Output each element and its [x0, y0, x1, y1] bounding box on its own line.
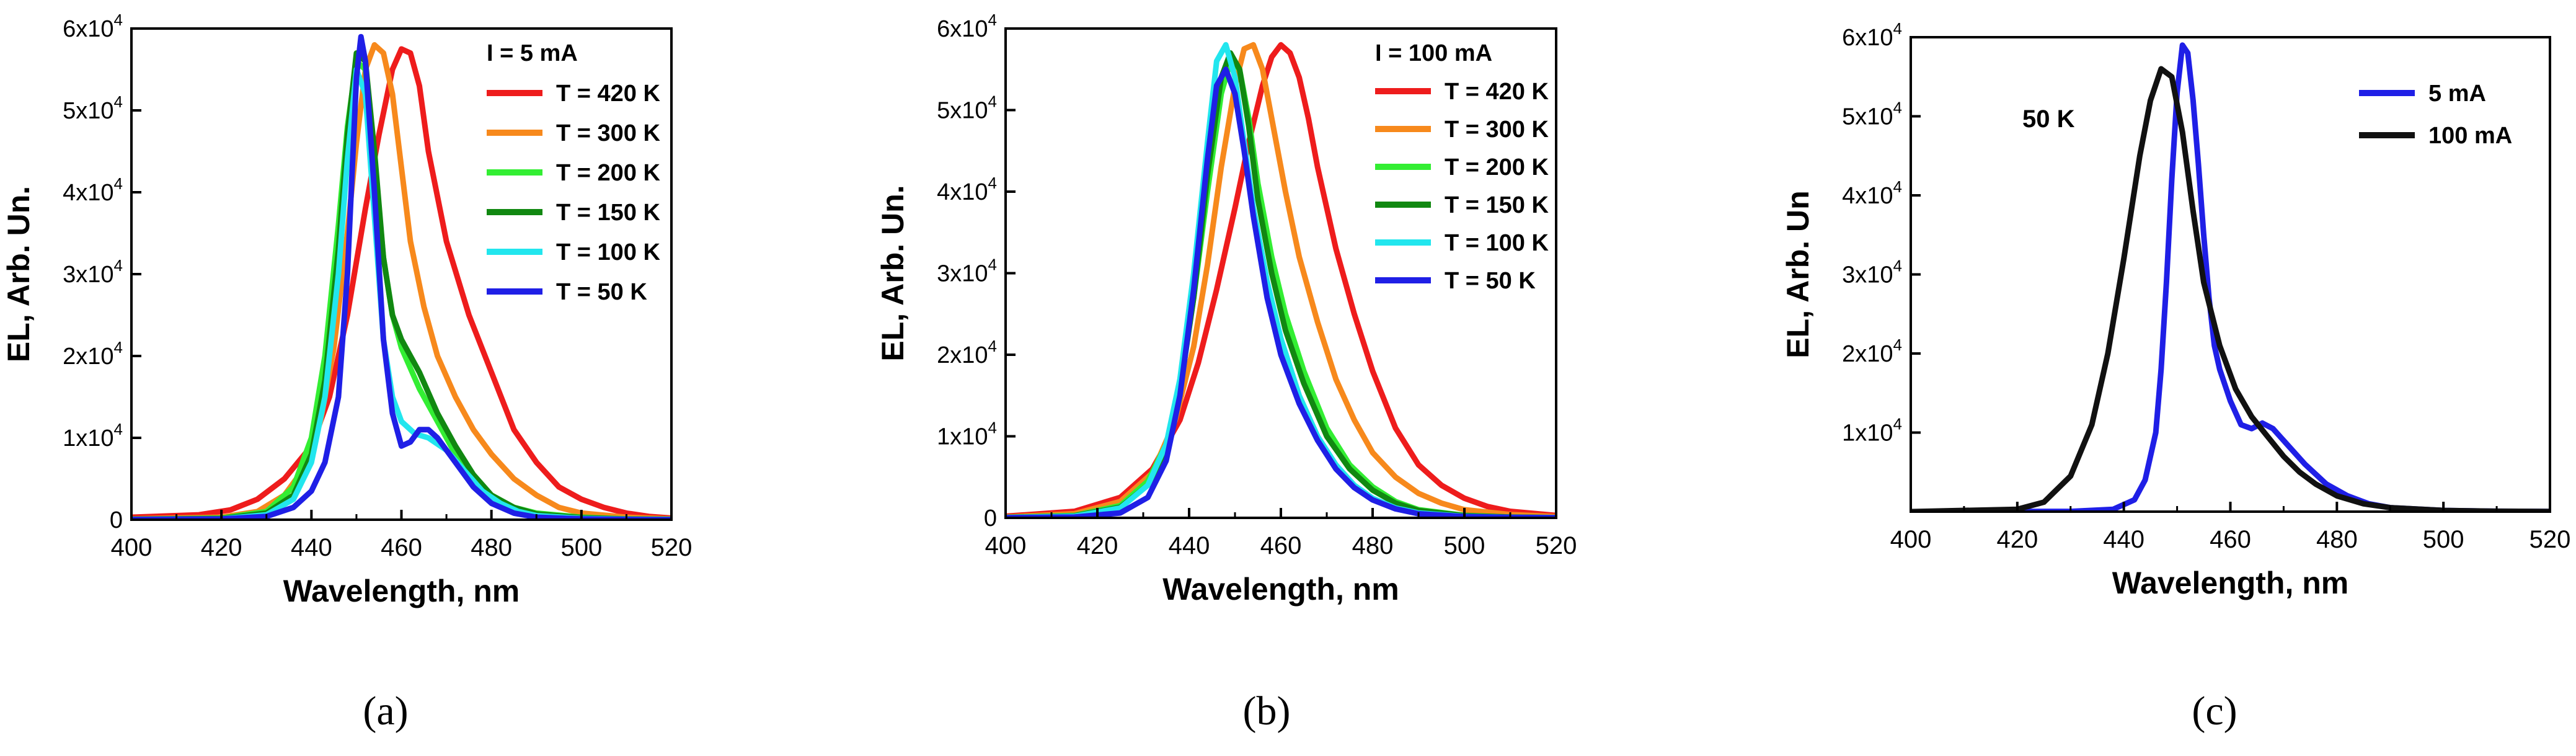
y-tick-label: 1x104 [937, 419, 997, 450]
y-tick-label: 3x104 [1842, 257, 1902, 288]
legend-title: I = 100 mA [1375, 40, 1492, 66]
y-axis-label: EL, Arb. Un. [1, 186, 36, 362]
y-tick-label: 5x104 [937, 92, 997, 124]
y-tick-label: 1x104 [63, 420, 123, 451]
legend-label: T = 300 K [556, 120, 660, 146]
x-tick-label: 420 [201, 534, 242, 561]
legend-label: T = 50 K [1445, 268, 1536, 294]
legend-label: T = 200 K [556, 160, 660, 186]
y-tick-label: 3x104 [63, 256, 123, 288]
annotation-text: 50 K [2022, 105, 2075, 133]
legend-label: T = 150 K [1445, 192, 1549, 218]
x-tick-label: 440 [2103, 526, 2144, 553]
panel-a: 400 420 440 460 480 500 520 0 1x104 2x104 3x104 4x1… [1, 11, 692, 608]
y-tick-label: 4x104 [63, 174, 123, 206]
series-line-t-50-k [131, 33, 671, 520]
y-tick-label: 6x104 [63, 11, 123, 42]
x-tick-label: 420 [1996, 526, 2038, 553]
y-tick-label: 3x104 [937, 256, 997, 287]
series-line-100-ma [1911, 66, 2550, 512]
panel-c: 400 420 440 460 480 500 520 1x104 2x104 3x104 4x10… [1781, 19, 2570, 600]
x-tick-label: 480 [471, 534, 512, 561]
series-line-t-420-k [131, 46, 671, 520]
y-axis-label: EL, Arb. Un [1781, 190, 1815, 358]
x-tick-label: 480 [1352, 532, 1394, 559]
y-tick-label: 4x104 [937, 174, 997, 205]
y-tick-label: 6x104 [1842, 19, 1902, 51]
x-tick-label: 520 [2530, 526, 2571, 553]
y-tick-label: 2x104 [937, 337, 997, 368]
y-axis-label: EL, Arb. Un. [875, 185, 910, 361]
legend: 5 mA 100 mA [2359, 81, 2512, 149]
y-tick-label: 0 [110, 507, 123, 533]
series-line-t-420-k [1006, 42, 1556, 518]
legend: I = 5 mA T = 420 K T = 300 K T = 200 K T = 1… [487, 40, 660, 305]
x-tick-label: 500 [1444, 532, 1485, 559]
legend: I = 100 mA T = 420 K T = 300 K T = 200 K T =… [1375, 40, 1549, 294]
panel-label-c: (c) [2192, 688, 2237, 734]
legend-label: T = 100 K [1445, 230, 1549, 256]
legend-label: T = 150 K [556, 200, 660, 226]
legend-label: T = 420 K [1445, 79, 1549, 105]
legend-label: T = 300 K [1445, 117, 1549, 143]
panel-b: 400 420 440 460 480 500 520 0 1x104 2x104 3x104 4x1… [875, 11, 1577, 607]
legend-label: 5 mA [2428, 81, 2486, 107]
y-tick-label: 6x104 [937, 11, 997, 42]
x-tick-label: 500 [560, 534, 602, 561]
x-axis-label: Wavelength, nm [2112, 566, 2349, 600]
x-tick-label: 400 [985, 532, 1027, 559]
series-line-5-ma [1911, 42, 2550, 512]
legend-label: 100 mA [2428, 123, 2512, 149]
x-tick-label: 460 [381, 534, 422, 561]
legend-label: T = 50 K [556, 279, 647, 305]
x-axis-label: Wavelength, nm [1162, 572, 1399, 607]
y-tick-label: 5x104 [1842, 99, 1902, 130]
x-axis-label: Wavelength, nm [283, 574, 520, 608]
legend-label: T = 200 K [1445, 154, 1549, 180]
x-tick-label: 460 [2210, 526, 2251, 553]
x-tick-label: 420 [1077, 532, 1118, 559]
x-tick-label: 400 [1890, 526, 1932, 553]
x-tick-label: 520 [651, 534, 693, 561]
x-tick-label: 440 [1169, 532, 1210, 559]
x-tick-label: 440 [291, 534, 332, 561]
y-tick-label: 2x104 [1842, 336, 1902, 367]
series-line-t-50-k [1006, 66, 1556, 518]
x-tick-label: 460 [1260, 532, 1302, 559]
y-tick-label: 1x104 [1842, 415, 1902, 447]
x-tick-label: 480 [2316, 526, 2358, 553]
panel-label-a: (a) [363, 688, 408, 734]
legend-title: I = 5 mA [487, 40, 578, 66]
legend-label: T = 100 K [556, 239, 660, 265]
plot-frame [1910, 36, 2551, 513]
x-tick-label: 520 [1536, 532, 1577, 559]
panel-label-b: (b) [1243, 688, 1291, 734]
legend-label: T = 420 K [556, 81, 660, 107]
y-tick-label: 5x104 [63, 92, 123, 124]
x-tick-label: 500 [2423, 526, 2464, 553]
y-tick-label: 2x104 [63, 338, 123, 370]
x-tick-label: 400 [111, 534, 153, 561]
y-tick-label: 0 [984, 505, 997, 531]
y-tick-label: 4x104 [1842, 177, 1902, 209]
